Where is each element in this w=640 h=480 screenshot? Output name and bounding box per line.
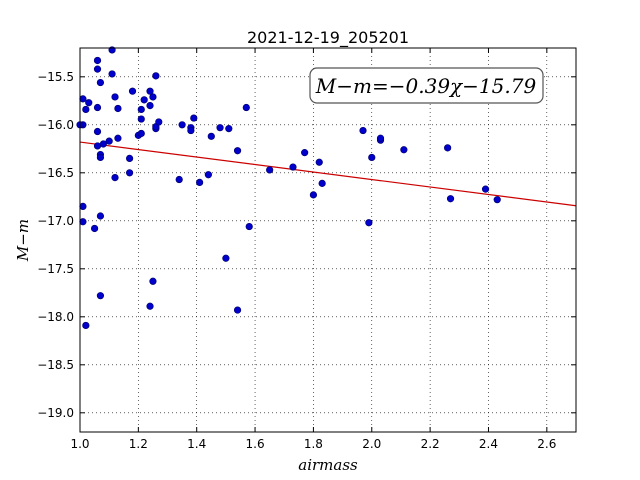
data-point <box>315 158 323 166</box>
data-point <box>82 321 90 330</box>
x-tick-label: 1.2 <box>129 437 148 451</box>
data-point <box>446 195 455 203</box>
data-point <box>146 101 154 110</box>
data-point <box>140 96 148 104</box>
data-point <box>222 254 230 262</box>
data-point <box>368 153 376 162</box>
data-point <box>155 118 163 126</box>
data-point <box>400 146 408 154</box>
data-point <box>146 87 154 95</box>
data-point <box>444 144 452 152</box>
data-point <box>93 56 102 65</box>
fit-line-group <box>79 141 577 207</box>
data-point <box>108 70 116 78</box>
data-point <box>245 222 253 231</box>
data-point <box>190 114 198 122</box>
x-tick-label: 2.4 <box>479 437 498 451</box>
data-point <box>93 65 102 73</box>
y-tick-label: −16.5 <box>37 166 74 180</box>
y-tick-label: −16.0 <box>37 118 74 132</box>
x-tick-label: 2.2 <box>421 437 440 451</box>
data-point <box>79 202 87 210</box>
data-point <box>187 126 195 135</box>
data-point <box>137 105 145 114</box>
y-tick-label: −18.5 <box>37 358 74 372</box>
data-point <box>85 99 93 107</box>
data-point <box>207 132 215 140</box>
y-tick-label: −17.0 <box>37 214 74 228</box>
data-point <box>152 72 160 80</box>
data-point <box>242 103 250 112</box>
data-point <box>233 306 242 314</box>
x-tick-label: 2.0 <box>362 437 381 451</box>
y-tick-label: −18.0 <box>37 310 74 324</box>
data-point <box>137 129 145 138</box>
data-point <box>114 104 122 113</box>
data-points <box>76 46 501 330</box>
fit-line <box>79 141 577 207</box>
x-tick-labels: 1.0 1.2 1.4 1.6 1.8 2.0 2.2 2.4 2.6 <box>70 437 556 451</box>
data-point <box>128 87 137 95</box>
data-point <box>146 302 154 310</box>
y-axis-label: M−m <box>14 219 32 262</box>
data-point <box>309 191 318 199</box>
y-tick-labels: −15.5 −16.0 −16.5 −17.0 −17.5 −18.0 −18.5 −19.0 <box>37 70 74 420</box>
data-point <box>493 196 501 204</box>
annotation-box <box>309 67 544 104</box>
x-tick-label: 1.4 <box>187 437 206 451</box>
data-point <box>266 166 274 174</box>
data-point <box>111 93 119 101</box>
data-point <box>93 103 102 112</box>
data-point <box>105 137 113 145</box>
data-point <box>233 147 242 155</box>
y-tick-label: −17.5 <box>37 262 74 276</box>
data-point <box>96 212 105 220</box>
data-point <box>82 105 90 114</box>
data-point <box>149 277 157 285</box>
x-axis-label: airmass <box>298 456 358 474</box>
data-point <box>79 218 87 226</box>
x-tick-label: 2.6 <box>537 437 556 451</box>
data-point <box>149 93 157 101</box>
data-point <box>216 124 224 132</box>
data-point <box>204 171 212 179</box>
chart-title: 2021-12-19_205201 <box>247 28 409 48</box>
data-point <box>126 169 134 177</box>
data-point <box>359 126 367 135</box>
data-point <box>111 174 119 182</box>
data-point <box>96 78 105 87</box>
data-point <box>114 134 122 142</box>
data-point <box>96 292 105 300</box>
data-point <box>137 115 145 123</box>
x-tick-label: 1.6 <box>246 437 265 451</box>
y-tick-label: −19.0 <box>37 406 74 420</box>
data-point <box>376 134 385 142</box>
data-point <box>318 179 326 187</box>
x-tick-label: 1.0 <box>70 437 89 451</box>
plot-frame <box>79 47 577 433</box>
x-tick-label: 1.8 <box>304 437 323 451</box>
data-point <box>90 224 99 233</box>
y-tick-label: −15.5 <box>37 70 74 84</box>
data-point <box>175 175 183 184</box>
data-point <box>126 154 134 162</box>
data-point <box>481 185 490 193</box>
data-point <box>365 219 373 227</box>
data-point <box>196 178 204 186</box>
grid <box>79 48 576 432</box>
fit-equation: M−m=−0.39χ−15.79 <box>315 74 537 98</box>
data-point <box>178 121 186 129</box>
data-point <box>225 125 233 133</box>
data-point <box>93 127 102 136</box>
data-point <box>79 95 87 103</box>
data-point <box>96 153 105 162</box>
data-point <box>289 163 297 171</box>
data-point <box>99 140 107 148</box>
data-point <box>301 149 309 157</box>
